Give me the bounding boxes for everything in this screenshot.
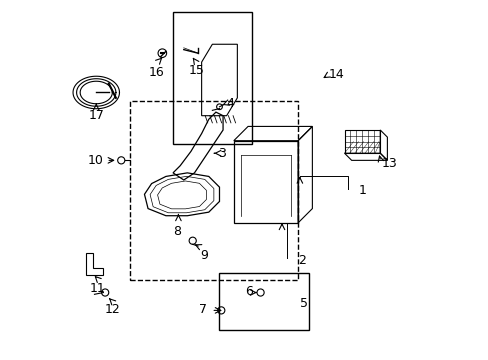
Text: 10: 10: [87, 154, 103, 167]
Text: 14: 14: [328, 68, 344, 81]
Text: 4: 4: [225, 97, 233, 110]
Text: 12: 12: [104, 303, 120, 316]
Text: 8: 8: [172, 225, 180, 238]
Text: 1: 1: [358, 184, 366, 197]
Bar: [219, 273, 308, 330]
Text: 15: 15: [188, 64, 204, 77]
Bar: [173, 12, 251, 144]
Text: 5: 5: [299, 297, 307, 310]
Text: 6: 6: [245, 285, 253, 298]
Text: 9: 9: [200, 249, 207, 262]
Text: 7: 7: [199, 303, 206, 316]
Bar: [130, 102, 298, 280]
Text: 11: 11: [90, 282, 106, 295]
Text: 2: 2: [298, 254, 305, 267]
Text: 17: 17: [88, 109, 104, 122]
Text: 16: 16: [149, 66, 164, 79]
Bar: [344, 130, 380, 153]
Bar: [233, 141, 298, 223]
Text: 3: 3: [217, 147, 225, 160]
Text: 13: 13: [381, 157, 397, 170]
